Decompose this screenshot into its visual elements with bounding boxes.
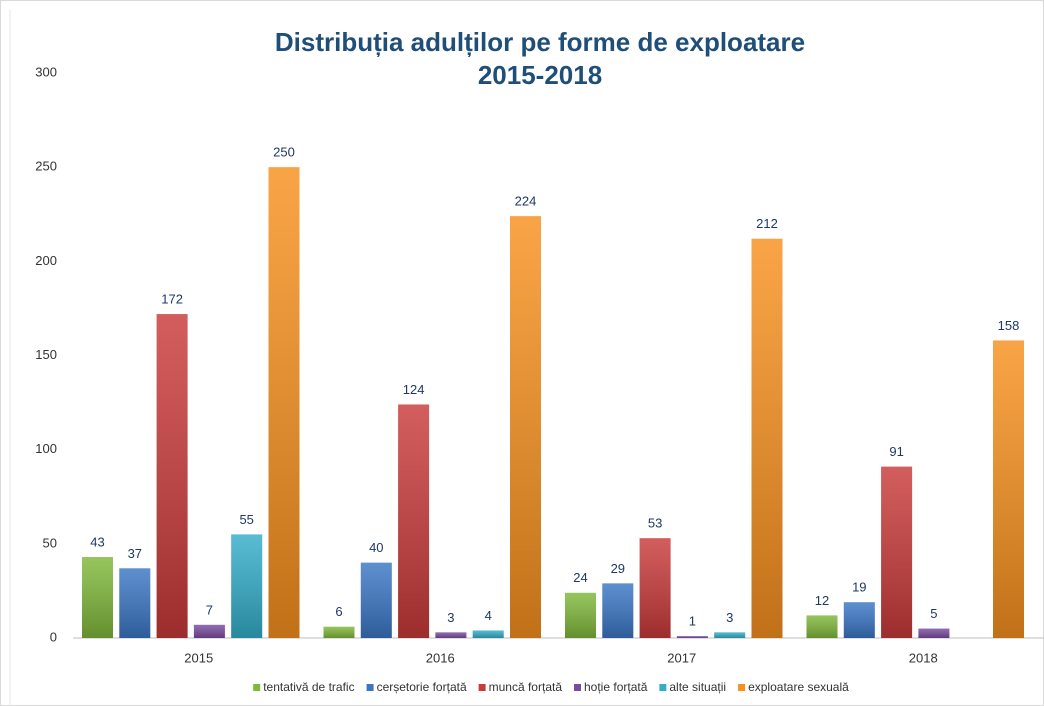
y-tick-label: 100 — [35, 441, 57, 456]
bar-shade — [993, 340, 1024, 638]
bar-shade — [435, 632, 467, 638]
y-tick-label: 200 — [35, 253, 57, 268]
bar-shade — [231, 534, 263, 638]
legend-label: muncă forțată — [489, 680, 563, 694]
x-tick-label: 2015 — [184, 650, 213, 665]
bar-shade — [398, 404, 430, 638]
y-tick-label: 300 — [35, 64, 57, 79]
x-tick-label: 2016 — [426, 650, 455, 665]
legend-label: alte situații — [669, 680, 726, 694]
data-label: 7 — [206, 602, 213, 617]
data-label: 124 — [403, 382, 425, 397]
legend-swatch — [478, 684, 486, 691]
legend-swatch — [738, 684, 746, 691]
bar-shade — [639, 538, 671, 638]
legend-label: cerșetorie forțată — [377, 680, 467, 694]
bar-shade — [806, 615, 838, 638]
legend-swatch — [659, 684, 667, 691]
y-tick-label: 150 — [35, 347, 57, 362]
chart-title: 2015-2018 — [478, 60, 602, 90]
bar-shade — [565, 592, 596, 638]
bar-shade — [268, 167, 300, 638]
bar-shade — [156, 314, 188, 638]
legend-swatch — [366, 684, 374, 691]
bar-shade — [602, 583, 634, 638]
data-label: 3 — [726, 610, 733, 625]
data-label: 158 — [998, 318, 1020, 333]
bar-shade — [193, 624, 225, 638]
bar-shade — [510, 216, 541, 638]
bar-shade — [472, 630, 504, 638]
bar-shade — [360, 562, 392, 638]
data-label: 24 — [573, 570, 587, 585]
data-label: 1 — [689, 614, 696, 629]
bar-shade — [751, 238, 783, 638]
data-label: 172 — [161, 292, 183, 307]
chart-title: Distribuția adulților pe forme de exploa… — [275, 27, 805, 57]
x-tick-label: 2018 — [909, 650, 938, 665]
data-label: 6 — [335, 604, 342, 619]
data-label: 12 — [815, 593, 829, 608]
bar-shade — [714, 632, 746, 638]
bar-shade — [881, 466, 913, 638]
y-tick-label: 50 — [43, 535, 57, 550]
data-label: 3 — [447, 610, 454, 625]
legend-label: hoție forțată — [584, 680, 648, 694]
data-label: 212 — [756, 216, 778, 231]
legend-swatch — [574, 684, 581, 691]
bar-shade — [119, 568, 151, 638]
data-label: 5 — [930, 606, 937, 621]
data-label: 224 — [515, 194, 537, 209]
data-label: 55 — [239, 512, 253, 527]
data-label: 29 — [611, 561, 625, 576]
data-label: 40 — [369, 540, 383, 555]
x-tick-label: 2017 — [667, 650, 696, 665]
data-label: 37 — [128, 546, 142, 561]
data-label: 250 — [273, 145, 295, 160]
bar-shade — [843, 602, 875, 638]
bar-shade — [676, 636, 708, 638]
legend-swatch — [253, 684, 261, 691]
data-label: 4 — [485, 608, 492, 623]
data-label: 53 — [648, 516, 662, 531]
bar-shade — [918, 628, 950, 638]
y-tick-label: 250 — [35, 159, 57, 174]
data-label: 43 — [90, 534, 104, 549]
bar-shade — [323, 626, 355, 638]
bar-shade — [82, 557, 113, 638]
legend-label: tentativă de trafic — [263, 680, 354, 694]
y-tick-label: 0 — [50, 629, 57, 644]
data-label: 19 — [852, 580, 866, 595]
data-label: 91 — [889, 444, 903, 459]
legend-label: exploatare sexuală — [748, 680, 849, 694]
